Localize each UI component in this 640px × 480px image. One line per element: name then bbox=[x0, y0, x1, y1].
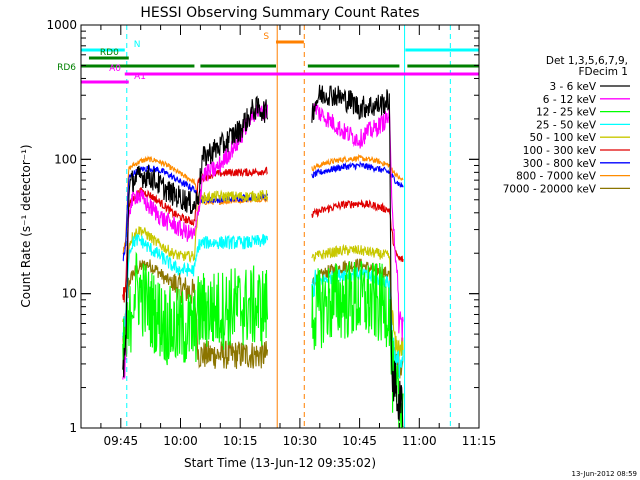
legend-label-3: 25 - 50 keV bbox=[536, 119, 597, 131]
legend-label-7: 800 - 7000 keV bbox=[516, 171, 597, 183]
x-tick-label-3: 10:30 bbox=[283, 434, 318, 448]
x-tick-label-0: 09:45 bbox=[104, 434, 139, 448]
x-tick-label-2: 10:15 bbox=[223, 434, 258, 448]
y-tick-label-0: 1 bbox=[69, 421, 77, 435]
flag-label-RD6: RD6 bbox=[57, 63, 76, 73]
plot-timestamp: 13-Jun-2012 08:59 bbox=[572, 470, 638, 478]
series-line-1 bbox=[122, 102, 404, 380]
legend-label-0: 3 - 6 keV bbox=[549, 81, 596, 93]
legend-label-1: 6 - 12 keV bbox=[543, 94, 597, 106]
y-tick-label-1: 10 bbox=[62, 287, 77, 301]
series-line-0 bbox=[122, 84, 404, 428]
flag-label-N: N bbox=[134, 40, 141, 50]
legend-label-5: 100 - 300 keV bbox=[523, 145, 597, 157]
axes: 1 10 100 1000 09:45 10:00 10:15 10:30 10:45 11:00… bbox=[46, 18, 496, 448]
x-tick-label-5: 11:00 bbox=[402, 434, 437, 448]
series-line-4 bbox=[122, 189, 404, 359]
x-tick-label-6: 11:15 bbox=[462, 434, 497, 448]
flag-label-S: S bbox=[263, 32, 269, 42]
y-tick-label-2: 100 bbox=[54, 152, 77, 166]
legend-label-8: 7000 - 20000 keV bbox=[503, 183, 597, 195]
flag-label-A1: A1 bbox=[134, 72, 146, 82]
series-line-2 bbox=[122, 251, 404, 428]
series-line-3 bbox=[122, 233, 404, 379]
plot-frame bbox=[80, 24, 480, 429]
plot-area: N RD0 RD6 A0 A1 S bbox=[57, 25, 479, 428]
x-tick-label-1: 10:00 bbox=[163, 434, 198, 448]
x-tick-label-4: 10:45 bbox=[342, 434, 377, 448]
series-line-7 bbox=[122, 153, 404, 256]
x-axis-label: Start Time (13-Jun-12 09:35:02) bbox=[184, 456, 376, 470]
y-tick-label-3: 1000 bbox=[46, 18, 77, 32]
legend-label-2: 12 - 25 keV bbox=[536, 107, 597, 119]
legend-label-6: 300 - 800 keV bbox=[523, 158, 597, 170]
flag-label-RD0: RD0 bbox=[100, 48, 119, 58]
flag-label-A0: A0 bbox=[109, 64, 121, 74]
y-axis-label: Count Rate (s⁻¹ detector⁻¹) bbox=[19, 144, 33, 307]
chart-title: HESSI Observing Summary Count Rates bbox=[140, 5, 419, 21]
legend-label-4: 50 - 100 keV bbox=[529, 132, 596, 144]
legend-header-1: FDecim 1 bbox=[578, 66, 628, 78]
plot-clipped-group bbox=[81, 25, 479, 428]
legend-header-0: Det 1,3,5,6,7,9, bbox=[546, 55, 628, 67]
